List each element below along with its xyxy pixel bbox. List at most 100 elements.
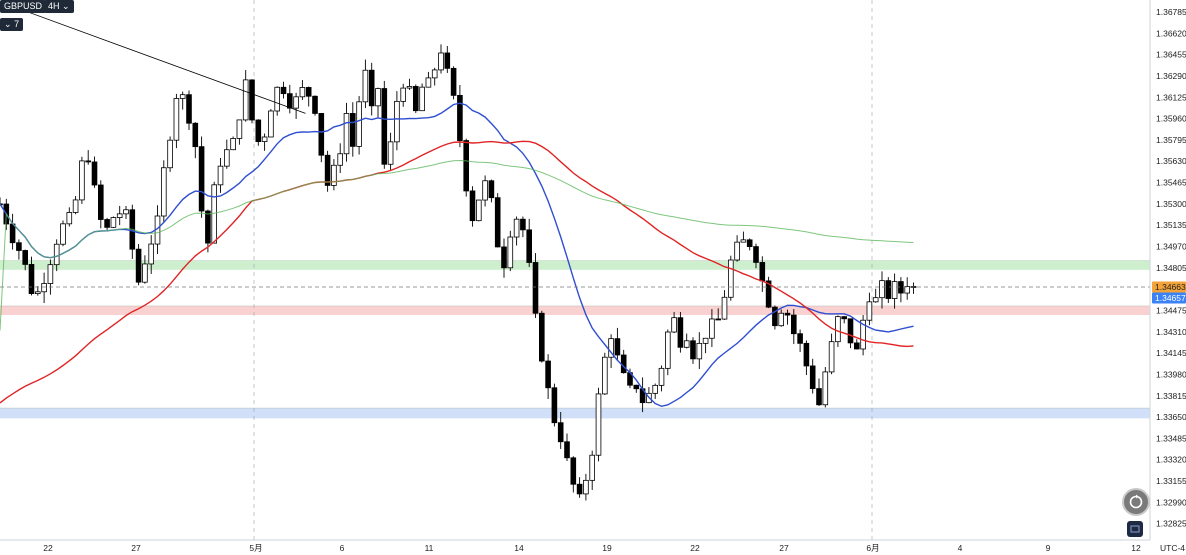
candle-bull [583,479,589,495]
candle-bull [47,264,54,284]
candles [0,44,917,501]
candle-bull [778,312,784,327]
candle-bear [677,317,684,348]
x-tick-label: 6 [340,543,345,553]
candle-bull [223,149,230,167]
refresh-icon [1129,494,1143,509]
candle-bull [230,138,236,151]
y-tick-label: 1.34310 [1156,327,1186,337]
candle-bull [142,263,148,283]
candle-bear [809,365,816,389]
candle-bull [331,164,337,186]
candle-bull [337,153,343,166]
candle-bull [343,113,350,155]
replay-button[interactable] [1122,488,1150,516]
y-tick-label: 1.33815 [1156,391,1186,401]
candle-bull [866,301,873,321]
red-zone[interactable] [0,305,1150,316]
candle-bear [450,67,457,96]
indicators-count: 7 [14,19,20,29]
candle-bull [828,341,835,373]
trendline[interactable] [0,0,306,114]
candle-bear [885,280,892,299]
candle-bull [728,259,734,298]
indicators-toggle[interactable]: ⌄ 7 [0,18,24,31]
candle-bull [53,243,60,266]
symbol-button[interactable]: GBPUSD [0,0,47,13]
candle-bear [847,318,854,344]
candle-bull [482,180,488,201]
x-tick-label: 11 [425,543,434,553]
candle-bear [205,210,211,244]
candle-bull [595,393,602,456]
candle-bear [488,180,495,199]
candle-bull [431,69,438,79]
candle-bear [614,338,621,356]
y-tick-label: 1.35465 [1156,178,1186,188]
candle-bull [438,52,444,71]
candle-bull [734,241,740,261]
ma-red-line [0,140,914,404]
candle-bear [854,342,860,350]
candle-bear [91,161,98,186]
candle-bear [135,248,142,283]
y-tick-label: 1.36785 [1156,7,1186,17]
candle-bull [419,86,425,112]
candle-bull [406,86,413,89]
candle-bear [620,354,627,374]
y-tick-label: 1.35300 [1156,199,1186,209]
candle-bear [564,441,570,459]
blue-zone[interactable] [0,408,1150,419]
candle-bear [255,119,262,143]
candle-bear [753,246,759,263]
timezone-label[interactable]: UTC-4 [1160,543,1185,553]
candle-bear [444,52,451,69]
price-tag-label: 1.34663 [1155,282,1186,292]
candle-bull [211,184,218,244]
candle-bear [324,154,331,186]
x-tick-label: 12 [1131,543,1141,553]
candle-bear [501,246,507,269]
y-tick-label: 1.36620 [1156,28,1186,38]
candle-bear [198,146,205,212]
x-tick-label: 22 [43,543,53,553]
y-tick-label: 1.36290 [1156,71,1186,81]
candle-bull [425,77,432,88]
candle-bear [305,87,312,97]
candle-bear [0,203,3,206]
x-tick-label: 27 [131,543,141,553]
screenshot-button[interactable] [1127,521,1143,537]
candle-bear [104,219,110,228]
symbol-label: GBPUSD [4,1,43,11]
candle-bear [192,122,199,148]
candle-bear [349,113,356,147]
candle-bull [217,165,224,186]
candle-bear [186,94,192,124]
candle-bull [702,337,709,344]
x-tick-label: 19 [602,543,612,553]
interval-button[interactable]: 4H ⌄ [44,0,74,13]
candle-bull [375,88,381,107]
chevron-down-icon: ⌄ [62,1,70,11]
candle-bull [696,342,703,360]
x-tick-label: 27 [779,543,789,553]
candle-bear [381,88,388,165]
candle-bull [362,69,369,103]
candle-bear [759,262,766,282]
green-zone[interactable] [0,260,1150,270]
candle-bull [35,291,41,294]
price-tag-blue [1152,292,1186,304]
candle-bear [286,93,293,109]
x-tick-label: 14 [514,543,524,553]
candle-bear [715,318,721,321]
candle-bear [98,184,104,220]
y-tick-label: 1.32990 [1156,497,1186,507]
candle-bear [520,218,526,231]
candle-bull [860,319,866,350]
candle-bull [299,87,306,98]
candle-bull [658,367,665,386]
y-tick-label: 1.34805 [1156,263,1186,273]
candle-bear [803,342,810,367]
x-tick-label: 22 [690,543,700,553]
